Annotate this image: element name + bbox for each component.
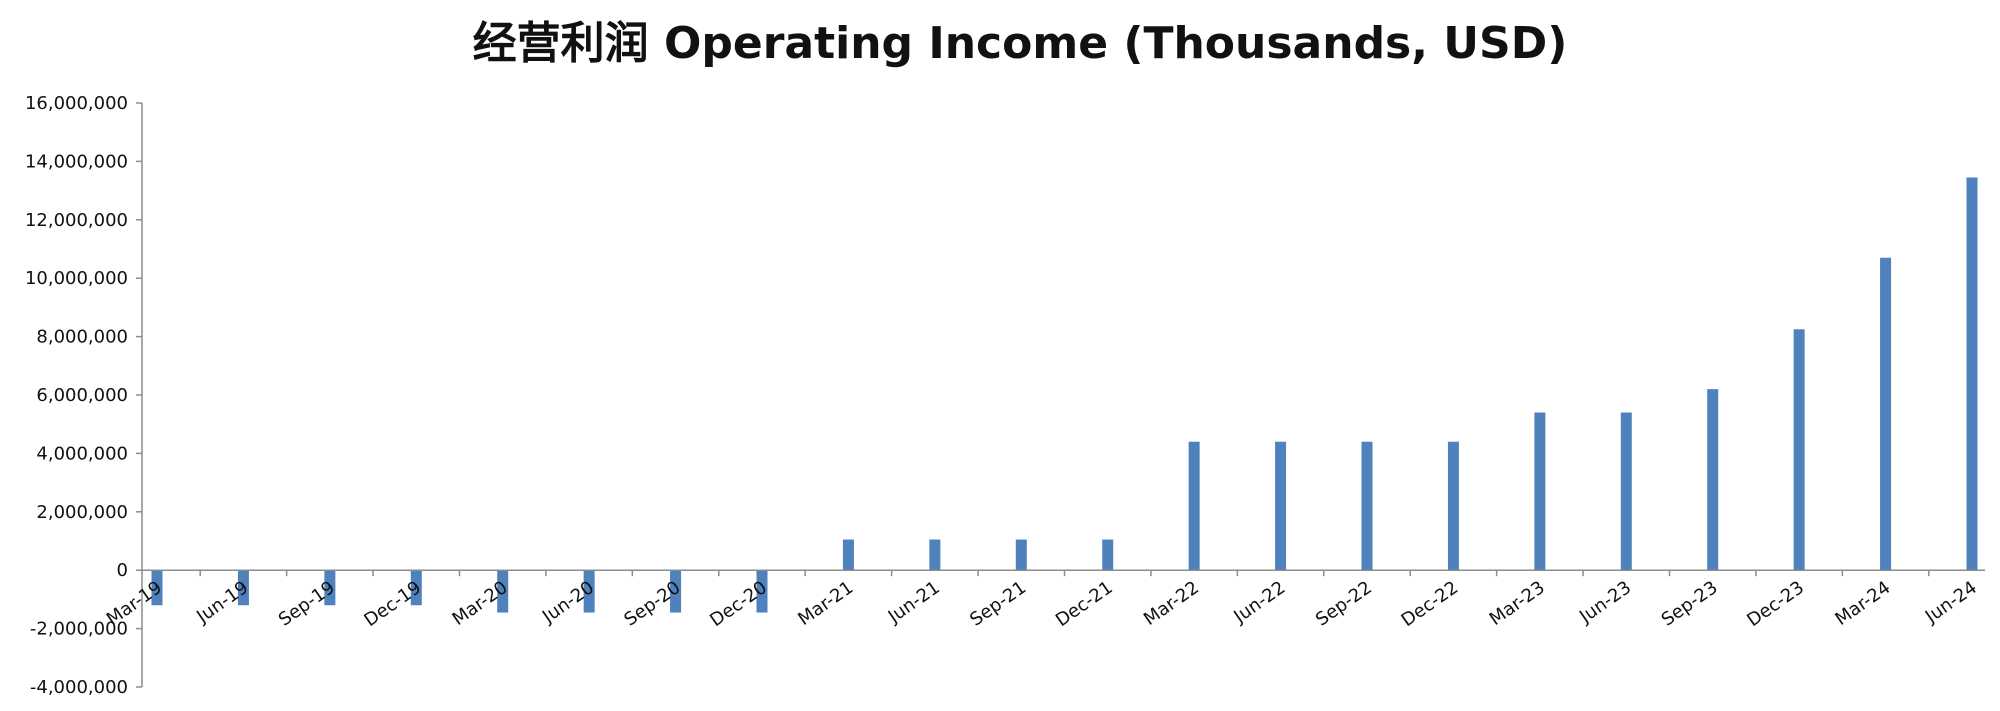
x-tick-label: Sep-23 <box>1658 577 1722 631</box>
x-tick-label: Sep-21 <box>966 577 1030 631</box>
bar-mar-24 <box>1880 257 1892 571</box>
x-tick-label: Jun-23 <box>1575 577 1635 628</box>
y-tick-label: -2,000,000 <box>30 619 128 640</box>
y-tick-label: 6,000,000 <box>36 385 128 406</box>
y-tick-label: 12,000,000 <box>25 210 128 231</box>
x-tick-label: Mar-23 <box>1486 577 1549 630</box>
bar-mar-21 <box>842 539 854 571</box>
x-tick-label: Jun-24 <box>1921 577 1981 628</box>
bar-mar-22 <box>1188 441 1200 571</box>
y-axis: 16,000,000 14,000,000 12,000,000 10,000,000… <box>25 93 143 698</box>
bar-dec-21 <box>1102 539 1114 571</box>
x-tick-label: Jun-22 <box>1229 577 1289 628</box>
bar-dec-19 <box>410 570 422 606</box>
x-tick-label: Sep-22 <box>1312 577 1376 631</box>
bar-jun-23 <box>1620 412 1632 571</box>
bar-dec-23 <box>1793 329 1805 571</box>
bar-jun-24 <box>1966 177 1978 571</box>
y-tick-label: 4,000,000 <box>36 443 128 464</box>
y-tick-label: -4,000,000 <box>30 677 128 698</box>
bar-sep-22 <box>1361 441 1373 571</box>
bar-mar-20 <box>497 570 509 613</box>
x-tick-label: Jun-21 <box>884 577 944 628</box>
x-tick-label: Mar-21 <box>794 577 857 630</box>
bar-jun-19 <box>237 570 249 606</box>
bar-sep-21 <box>1015 539 1027 571</box>
bar-jun-22 <box>1275 441 1287 571</box>
bar-dec-22 <box>1447 441 1459 571</box>
bar-sep-23 <box>1707 389 1719 571</box>
x-tick-label: Dec-23 <box>1743 577 1808 631</box>
y-tick-label: 8,000,000 <box>36 327 128 348</box>
y-tick-label: 0 <box>117 560 128 581</box>
bar-mar-23 <box>1534 412 1546 571</box>
y-tick-label: 10,000,000 <box>25 268 128 289</box>
x-axis: Mar-19 Jun-19 Sep-19 Dec-19 Mar-20 Jun-20 Sep-… <box>103 569 1985 631</box>
bars <box>151 177 1978 613</box>
y-tick-label: 16,000,000 <box>25 93 128 114</box>
x-tick-label: Mar-22 <box>1140 577 1203 630</box>
bar-jun-20 <box>583 570 595 613</box>
y-tick-label: 2,000,000 <box>36 502 128 523</box>
bar-dec-20 <box>756 570 768 613</box>
bar-jun-21 <box>929 539 941 571</box>
chart-title: 经营利润 Operating Income (Thousands, USD) <box>473 18 1568 69</box>
x-tick-label: Dec-22 <box>1398 577 1463 631</box>
x-tick-label: Mar-24 <box>1831 577 1894 630</box>
bar-sep-19 <box>324 570 336 606</box>
x-tick-label: Dec-21 <box>1052 577 1117 631</box>
bar-sep-20 <box>670 570 682 613</box>
y-tick-label: 14,000,000 <box>25 151 128 172</box>
bar-mar-19 <box>151 570 163 606</box>
